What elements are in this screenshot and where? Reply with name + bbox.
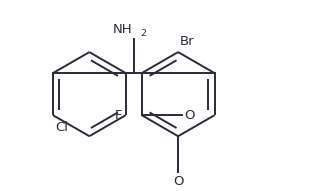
Text: O: O [173,175,184,188]
Text: F: F [115,109,122,122]
Text: NH: NH [113,23,132,36]
Text: Br: Br [180,35,194,48]
Text: O: O [184,109,194,122]
Text: Cl: Cl [55,121,69,134]
Text: 2: 2 [141,29,147,38]
